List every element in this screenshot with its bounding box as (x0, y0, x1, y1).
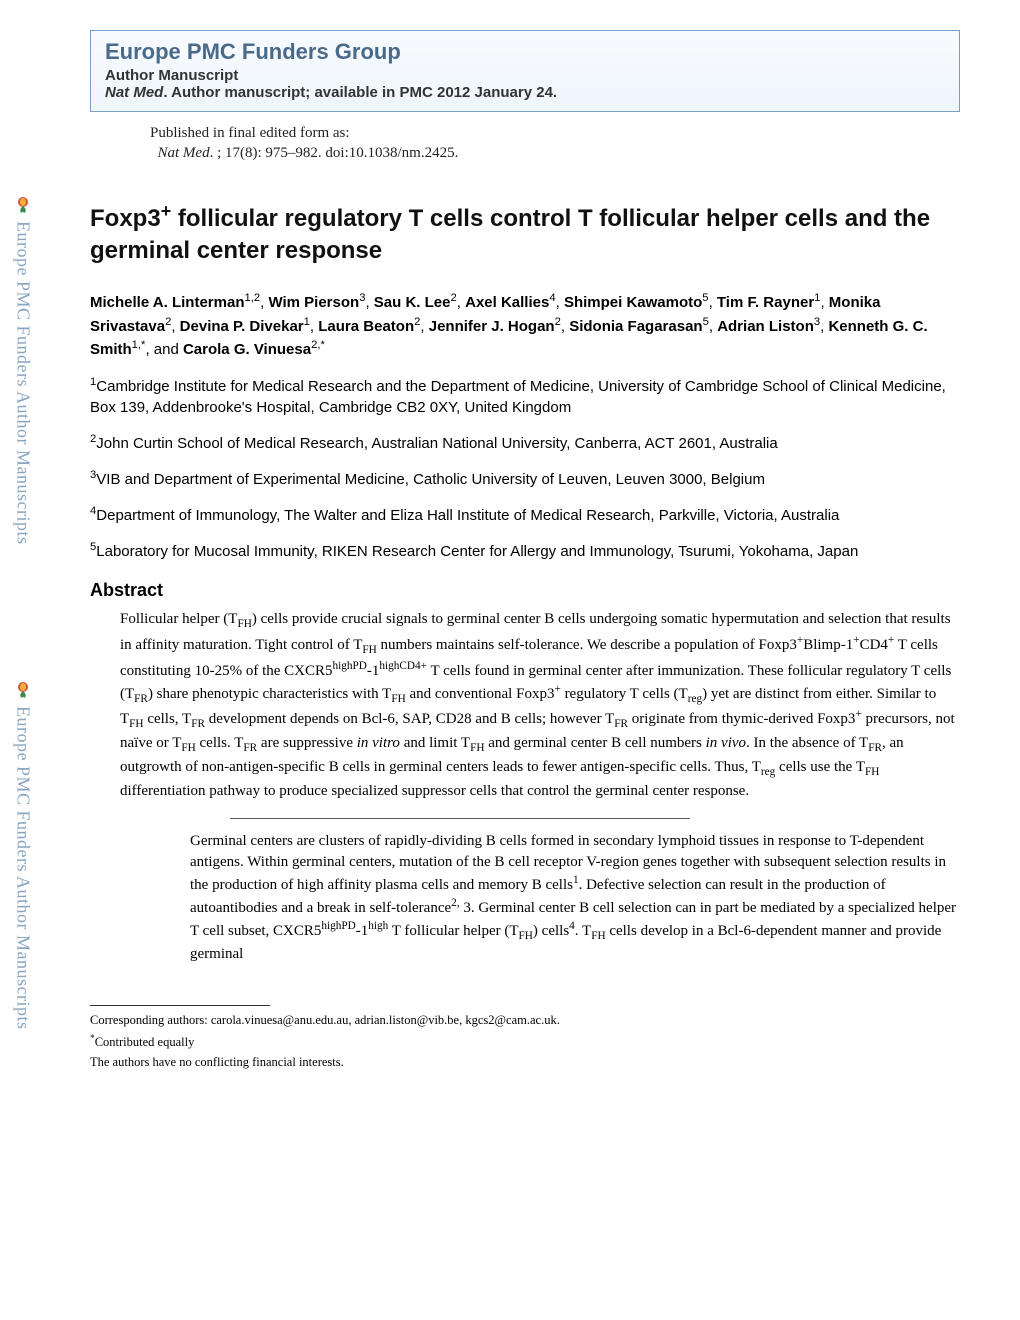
publication-info: Published in final edited form as: Nat M… (150, 124, 960, 163)
footnote-corresponding: Corresponding authors: carola.vinuesa@an… (90, 1012, 960, 1030)
page-content: Europe PMC Funders Group Author Manuscri… (0, 0, 1020, 1115)
title-post: follicular regulatory T cells control T … (90, 205, 930, 264)
header-journal-line: Nat Med. Author manuscript; available in… (105, 84, 945, 101)
affiliations: 1Cambridge Institute for Medical Researc… (90, 375, 960, 562)
header-journal-rest: . Author manuscript; available in PMC 20… (163, 84, 557, 101)
footnote-contrib: *Contributed equally (90, 1033, 960, 1052)
body-paragraph: Germinal centers are clusters of rapidly… (190, 831, 960, 966)
footnote-conflict: The authors have no conflicting financia… (90, 1054, 960, 1072)
pub-line1: Published in final edited form as: (150, 124, 960, 144)
header-box: Europe PMC Funders Group Author Manuscri… (90, 30, 960, 112)
affiliation-1: 1Cambridge Institute for Medical Researc… (90, 375, 960, 418)
header-journal-name: Nat Med (105, 84, 163, 101)
header-author-manuscript: Author Manuscript (105, 67, 945, 84)
title-sup: + (161, 201, 172, 221)
abstract-text: Follicular helper (TFH) cells provide cr… (120, 609, 960, 802)
affiliation-2: 2John Curtin School of Medical Research,… (90, 432, 960, 454)
pub-journal: Nat Med (158, 145, 210, 161)
header-group-title: Europe PMC Funders Group (105, 39, 945, 65)
article-title: Foxp3+ follicular regulatory T cells con… (90, 199, 960, 268)
footnote-rule (90, 1005, 270, 1006)
section-divider (230, 818, 690, 819)
affiliation-5: 5Laboratory for Mucosal Immunity, RIKEN … (90, 540, 960, 562)
title-pre: Foxp3 (90, 205, 161, 232)
authors-list: Michelle A. Linterman1,2, Wim Pierson3, … (90, 290, 960, 361)
pub-line2: Nat Med. ; 17(8): 975–982. doi:10.1038/n… (150, 144, 960, 164)
pub-rest: . ; 17(8): 975–982. doi:10.1038/nm.2425. (210, 145, 459, 161)
affiliation-3: 3VIB and Department of Experimental Medi… (90, 468, 960, 490)
abstract-heading: Abstract (90, 580, 960, 601)
affiliation-4: 4Department of Immunology, The Walter an… (90, 504, 960, 526)
